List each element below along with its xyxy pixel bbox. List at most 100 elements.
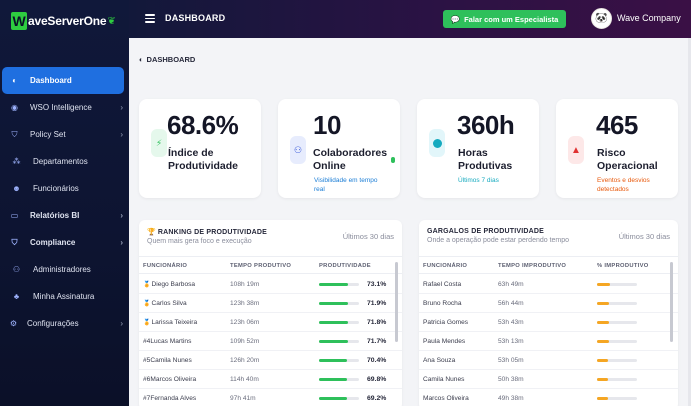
bolt-icon: ⚡ bbox=[151, 129, 167, 157]
table-row[interactable]: #7Fernanda Alves 97h 41m 69.2% bbox=[139, 389, 402, 406]
menu-toggle-icon[interactable] bbox=[145, 14, 155, 23]
bottlenecks-scrollbar[interactable] bbox=[670, 262, 673, 342]
medal-icon: 🏅 bbox=[143, 282, 151, 288]
ranking-subtitle: Quem mais gera foco e execução bbox=[147, 238, 252, 245]
kpi-label: Horas Produtivas bbox=[458, 147, 513, 172]
brand-logo[interactable]: W aveServerOn e ❦ bbox=[11, 11, 116, 31]
ranking-title: 🏆 RANKING DE PRODUTIVIDADE bbox=[147, 228, 267, 237]
bottlenecks-range: Últimos 30 dias bbox=[618, 232, 670, 241]
ranking-scrollbar[interactable] bbox=[395, 262, 398, 342]
sidebar: W aveServerOn e ❦ ◐ Dashboard ◉ WSO Intelli… bbox=[0, 0, 129, 406]
unproductive-bar bbox=[597, 359, 637, 362]
unproductive-bar bbox=[597, 397, 637, 400]
sidebar-item-configura-es[interactable]: ⚙ Configurações › bbox=[0, 310, 129, 337]
chat-icon: 💬 bbox=[450, 14, 461, 24]
kpi-value: 360h bbox=[457, 110, 515, 140]
sidebar-item-label: Administradores bbox=[33, 265, 91, 274]
productivity-bar bbox=[319, 283, 359, 286]
productivity-percent: 70.4% bbox=[367, 357, 387, 364]
ranking-range: Últimos 30 dias bbox=[342, 232, 394, 241]
sidebar-item-label: Relatórios BI bbox=[30, 211, 80, 220]
table-row[interactable]: Bruno Rocha 56h 44m bbox=[419, 294, 678, 313]
kpi-card-online: ⚇ 10 Colaboradores Online Visibilidade em… bbox=[278, 99, 400, 198]
medal-icon: 🏅 bbox=[143, 301, 151, 307]
table-row[interactable]: 🏅Carlos Silva 123h 38m 71.9% bbox=[139, 294, 402, 313]
eye-icon: ◉ bbox=[11, 103, 18, 112]
sidebar-item-label: Policy Set bbox=[30, 130, 66, 139]
sidebar-item-label: WSO Intelligence bbox=[30, 103, 92, 112]
company-avatar[interactable]: 🐼 bbox=[591, 8, 612, 29]
employee-name: Rafael Costa bbox=[423, 281, 462, 288]
talk-to-specialist-button[interactable]: 💬 Falar com um Especialista bbox=[443, 10, 566, 28]
employee-name: Paula Mendes bbox=[423, 338, 466, 345]
productive-time: 123h 38m bbox=[230, 300, 260, 307]
chevron-right-icon: › bbox=[120, 238, 123, 247]
unproductive-time: 53h 13m bbox=[498, 338, 524, 345]
sidebar-item-administradores[interactable]: ⚇ Administradores bbox=[0, 256, 129, 283]
kpi-value: 68.6% bbox=[167, 110, 239, 140]
unproductive-time: 63h 49m bbox=[498, 281, 524, 288]
unproductive-bar bbox=[597, 302, 637, 305]
productive-time: 109h 52m bbox=[230, 338, 260, 345]
topbar: DASHBOARD 💬 Falar com um Especialista 🐼 … bbox=[129, 0, 691, 38]
table-row[interactable]: Patricia Gomes 53h 43m bbox=[419, 313, 678, 332]
kpi-sub: Últimos 7 dias bbox=[458, 177, 499, 184]
medal-icon: 🏅 bbox=[143, 320, 151, 326]
table-row[interactable]: 🏅Diego Barbosa 108h 19m 73.1% bbox=[139, 275, 402, 294]
kpi-value: 465 bbox=[596, 110, 638, 140]
employee-name: Patricia Gomes bbox=[423, 319, 469, 326]
chevron-right-icon: › bbox=[120, 319, 123, 328]
page-scrollbar[interactable] bbox=[688, 38, 691, 406]
employee-name: Bruno Rocha bbox=[423, 300, 462, 307]
shield-icon: ⛉ bbox=[11, 129, 18, 139]
employee-name: Camila Nunes bbox=[423, 376, 465, 383]
breadcrumb: ◐ DASHBOARD bbox=[139, 55, 195, 64]
table-row[interactable]: #5Camila Nunes 126h 20m 70.4% bbox=[139, 351, 402, 370]
sidebar-item-dashboard[interactable]: ◐ Dashboard bbox=[2, 67, 124, 94]
cta-label: Falar com um Especialista bbox=[464, 14, 559, 24]
kpi-sub: Visibilidade em tempo real bbox=[314, 177, 378, 193]
company-name[interactable]: Wave Company bbox=[617, 13, 681, 23]
kpi-sub: Eventos e desvios detectados bbox=[597, 177, 650, 193]
unproductive-bar bbox=[597, 378, 637, 381]
sidebar-item-wso-intelligence[interactable]: ◉ WSO Intelligence › bbox=[0, 94, 129, 121]
table-row[interactable]: Rafael Costa 63h 49m bbox=[419, 275, 678, 294]
sidebar-item-departamentos[interactable]: ⁂ Departamentos bbox=[0, 148, 129, 175]
productive-time: 126h 20m bbox=[230, 357, 260, 364]
table-row[interactable]: Paula Mendes 53h 13m bbox=[419, 332, 678, 351]
productivity-bar bbox=[319, 340, 359, 343]
kpi-card-hours: 360h Horas Produtivas Últimos 7 dias bbox=[417, 99, 539, 198]
sidebar-item-relat-rios-bi[interactable]: ▭ Relatórios BI › bbox=[0, 202, 129, 229]
table-row[interactable]: #4Lucas Martins 109h 52m 71.7% bbox=[139, 332, 402, 351]
monitor-icon: ▭ bbox=[10, 211, 19, 220]
productive-time: 108h 19m bbox=[230, 281, 260, 288]
col-header: FUNCIONÁRIO bbox=[143, 263, 188, 269]
online-dot bbox=[391, 157, 395, 163]
employee-name: Marcos Oliveira bbox=[423, 395, 469, 402]
sidebar-item-funcion-rios[interactable]: ☻ Funcionários bbox=[0, 175, 129, 202]
sidebar-item-minha-assinatura[interactable]: ♣ Minha Assinatura bbox=[0, 283, 129, 310]
table-row[interactable]: 🏅Larissa Teixeira 123h 06m 71.8% bbox=[139, 313, 402, 332]
logo-mark: W bbox=[11, 12, 27, 30]
table-row[interactable]: Camila Nunes 50h 38m bbox=[419, 370, 678, 389]
employee-name: #5Camila Nunes bbox=[143, 357, 192, 364]
sidebar-nav: ◐ Dashboard ◉ WSO Intelligence › ⛉ Policy Set ›… bbox=[0, 67, 129, 337]
main-content: ◐ DASHBOARD ⚡ 68.6% Índice de Produtivida… bbox=[129, 38, 689, 406]
topbar-title: DASHBOARD bbox=[165, 13, 226, 23]
table-header: FUNCIONÁRIO TEMPO IMPRODUTIVO % IMPRODUT… bbox=[419, 256, 678, 274]
kpi-label: Colaboradores Online bbox=[313, 147, 388, 172]
breadcrumb-label: DASHBOARD bbox=[146, 55, 196, 64]
productivity-bar bbox=[319, 397, 359, 400]
sidebar-item-policy-set[interactable]: ⛉ Policy Set › bbox=[0, 121, 129, 148]
boxes-icon: ♣ bbox=[13, 292, 20, 301]
productivity-bar bbox=[319, 321, 359, 324]
logo-text: aveServerOn bbox=[28, 14, 100, 28]
unproductive-bar bbox=[597, 340, 637, 343]
sidebar-item-compliance[interactable]: ⛉ Compliance › bbox=[0, 229, 129, 256]
cogs-icon: ⚙ bbox=[9, 319, 18, 328]
table-row[interactable]: Ana Souza 53h 05m bbox=[419, 351, 678, 370]
table-row[interactable]: #6Marcos Oliveira 114h 40m 69.8% bbox=[139, 370, 402, 389]
table-row[interactable]: Marcos Oliveira 49h 38m bbox=[419, 389, 678, 406]
unproductive-time: 53h 05m bbox=[498, 357, 524, 364]
sidebar-item-label: Funcionários bbox=[33, 184, 79, 193]
